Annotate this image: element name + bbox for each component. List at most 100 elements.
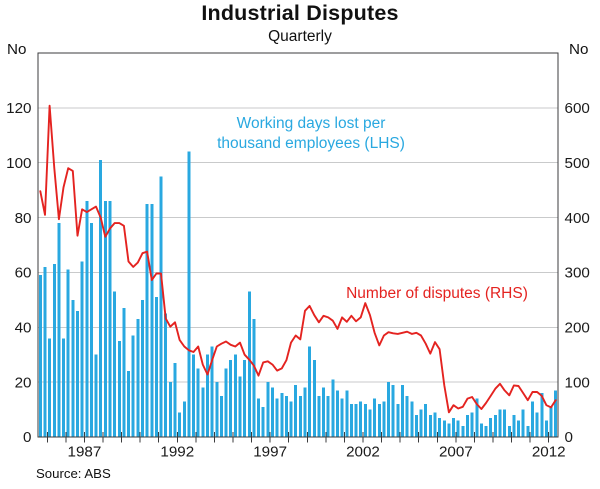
right-axis-unit: No: [569, 41, 589, 58]
working-days-lost-bar: [410, 401, 414, 437]
working-days-lost-bar: [382, 401, 386, 437]
x-axis-year-label: 1992: [160, 444, 194, 461]
working-days-lost-bar: [354, 404, 358, 437]
working-days-lost-bar: [85, 201, 89, 437]
working-days-lost-bar: [243, 360, 247, 437]
left-axis-tick-label: 20: [15, 374, 32, 391]
working-days-lost-bar: [544, 420, 548, 437]
working-days-lost-bar: [150, 203, 154, 437]
x-axis-year-label: 1987: [68, 444, 102, 461]
working-days-lost-bar: [215, 382, 219, 437]
working-days-lost-bar: [349, 404, 353, 437]
working-days-lost-bar: [210, 346, 214, 437]
working-days-lost-bar: [66, 269, 70, 437]
working-days-lost-bar: [298, 395, 302, 437]
x-axis-year-label: 2012: [532, 444, 566, 461]
working-days-lost-bar: [154, 297, 158, 437]
working-days-lost-bar: [340, 398, 344, 437]
left-axis-tick-label: 60: [15, 265, 32, 282]
working-days-lost-bar: [535, 412, 539, 437]
working-days-lost-bar: [530, 401, 534, 437]
number-of-disputes-line: [39, 104, 557, 414]
working-days-lost-bar: [484, 426, 488, 437]
working-days-lost-bar: [442, 420, 446, 437]
working-days-lost-bar: [136, 319, 140, 437]
working-days-lost-bar: [493, 415, 497, 437]
working-days-lost-bar: [257, 398, 261, 437]
left-axis-tick-label: 100: [6, 155, 31, 172]
x-axis-year-label: 1997: [253, 444, 287, 461]
working-days-lost-bar: [549, 406, 553, 437]
working-days-lost-bar: [521, 409, 525, 437]
working-days-lost-bar: [224, 368, 228, 437]
working-days-lost-bar: [433, 412, 437, 437]
working-days-lost-bar: [308, 346, 312, 437]
working-days-lost-bar: [270, 387, 274, 437]
working-days-lost-bar: [312, 360, 316, 437]
right-axis-tick-label: 100: [565, 374, 590, 391]
left-axis-tick-label: 40: [15, 319, 32, 336]
left-axis-unit: No: [7, 41, 27, 58]
working-days-lost-bar: [201, 387, 205, 437]
working-days-lost-bar: [294, 384, 298, 437]
working-days-lost-bar: [359, 401, 363, 437]
working-days-lost-bar: [554, 390, 558, 437]
working-days-lost-bar: [127, 371, 131, 437]
working-days-lost-bar: [424, 404, 428, 437]
working-days-lost-bar: [94, 354, 98, 437]
working-days-lost-bar: [470, 412, 474, 437]
series-label-number-of-disputes: Number of disputes (RHS): [346, 285, 528, 302]
left-axis-tick-label: 80: [15, 210, 32, 227]
working-days-lost-bar: [507, 426, 511, 437]
working-days-lost-bar: [391, 384, 395, 437]
chart-subtitle: Quarterly: [268, 28, 332, 45]
right-axis-tick-label: 0: [565, 429, 573, 446]
working-days-lost-bar: [447, 423, 451, 437]
working-days-lost-bar: [512, 415, 516, 437]
working-days-lost-bar: [122, 308, 126, 437]
series-label-line1: Working days lost per: [236, 115, 386, 132]
working-days-lost-bar: [89, 223, 93, 437]
working-days-lost-bar: [205, 354, 209, 437]
working-days-lost-bar: [182, 401, 186, 437]
working-days-lost-bar: [145, 203, 149, 437]
working-days-lost-bar: [317, 395, 321, 437]
right-axis-tick-label: 500: [565, 155, 590, 172]
working-days-lost-bar: [75, 310, 79, 437]
working-days-lost-bar: [280, 393, 284, 437]
working-days-lost-bar: [113, 291, 117, 437]
working-days-lost-bar: [108, 201, 112, 437]
working-days-lost-bar: [503, 409, 507, 437]
working-days-lost-bar: [373, 398, 377, 437]
working-days-lost-bar: [233, 354, 237, 437]
working-days-lost-bar: [187, 151, 191, 437]
working-days-lost-bar: [526, 426, 530, 437]
working-days-lost-bar: [38, 275, 42, 437]
working-days-lost-bar: [400, 384, 404, 437]
working-days-lost-bar: [71, 299, 75, 437]
chart-title: Industrial Disputes: [201, 1, 399, 25]
source-note: Source: ABS: [36, 466, 111, 481]
x-axis-year-label: 2007: [439, 444, 473, 461]
working-days-lost-bar: [252, 319, 256, 437]
left-axis-tick-label: 120: [6, 100, 31, 117]
right-axis-tick-label: 300: [565, 265, 590, 282]
working-days-lost-bar: [261, 406, 265, 437]
working-days-lost-bar: [117, 341, 121, 437]
plot-frame: [37, 52, 559, 438]
left-axis-tick-label: 0: [23, 429, 31, 446]
working-days-lost-bar: [178, 412, 182, 437]
working-days-lost-bar: [164, 313, 168, 437]
working-days-lost-bar: [517, 420, 521, 437]
working-days-lost-bar: [322, 387, 326, 437]
working-days-lost-bar: [456, 420, 460, 437]
working-days-lost-bar: [498, 409, 502, 437]
working-days-lost-bar: [414, 415, 418, 437]
working-days-lost-bar: [465, 415, 469, 437]
working-days-lost-bar: [238, 376, 242, 437]
working-days-lost-bar: [103, 201, 107, 437]
working-days-lost-bar: [331, 379, 335, 437]
working-days-lost-bar: [48, 338, 52, 437]
working-days-lost-bar: [57, 223, 61, 437]
working-days-lost-bar: [363, 404, 367, 437]
